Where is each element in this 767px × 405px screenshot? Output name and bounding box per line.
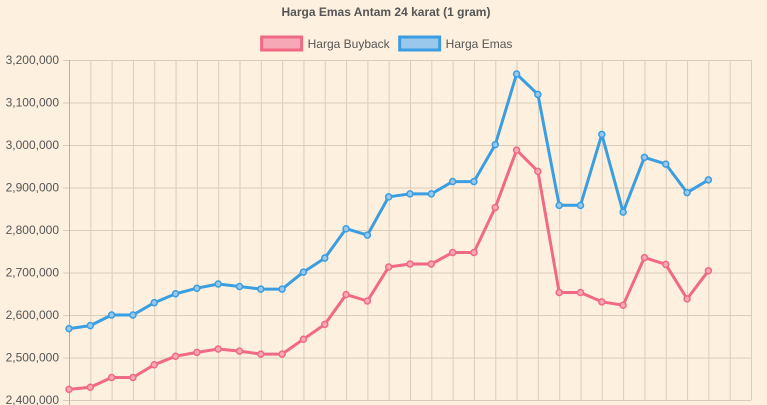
data-point[interactable] bbox=[342, 290, 350, 299]
data-point[interactable] bbox=[427, 260, 436, 268]
data-point[interactable] bbox=[129, 311, 137, 319]
data-point[interactable] bbox=[576, 201, 585, 210]
data-point[interactable] bbox=[107, 311, 116, 319]
data-point[interactable] bbox=[555, 201, 563, 210]
data-point[interactable] bbox=[257, 350, 265, 358]
legend-label: Harga Emas bbox=[446, 37, 513, 51]
data-point[interactable] bbox=[662, 260, 670, 269]
data-point[interactable] bbox=[321, 320, 329, 329]
data-point[interactable] bbox=[683, 295, 691, 303]
data-point[interactable] bbox=[555, 288, 563, 297]
data-point[interactable] bbox=[448, 177, 457, 186]
data-point[interactable] bbox=[235, 282, 244, 291]
y-tick-label: 2,500,000 bbox=[6, 351, 60, 365]
data-point[interactable] bbox=[619, 301, 627, 309]
data-point[interactable] bbox=[704, 176, 713, 184]
data-point[interactable] bbox=[534, 90, 542, 99]
y-tick-label: 2,900,000 bbox=[6, 181, 60, 195]
data-point[interactable] bbox=[470, 177, 478, 186]
series-harga-emas bbox=[65, 70, 713, 333]
data-point[interactable] bbox=[342, 224, 350, 233]
chart-title: Harga Emas Antam 24 karat (1 gram) bbox=[282, 5, 491, 19]
y-axis: 2,400,000 2,500,000 2,600,000 2,700,000 2,80… bbox=[6, 53, 60, 405]
data-point[interactable] bbox=[363, 231, 372, 239]
data-point[interactable] bbox=[86, 383, 95, 391]
data-point[interactable] bbox=[65, 324, 73, 333]
data-point[interactable] bbox=[278, 285, 286, 293]
data-point[interactable] bbox=[406, 260, 414, 268]
data-point[interactable] bbox=[321, 254, 329, 262]
data-point[interactable] bbox=[598, 298, 606, 306]
data-point[interactable] bbox=[662, 160, 670, 168]
data-point[interactable] bbox=[214, 280, 222, 288]
data-point[interactable] bbox=[193, 348, 201, 357]
data-point[interactable] bbox=[299, 335, 308, 343]
data-point[interactable] bbox=[534, 167, 542, 176]
data-point[interactable] bbox=[107, 373, 116, 382]
legend-label: Harga Buyback bbox=[308, 37, 391, 51]
data-point[interactable] bbox=[150, 360, 158, 369]
data-point[interactable] bbox=[470, 248, 478, 257]
series-harga-buyback bbox=[65, 146, 713, 394]
legend-swatch bbox=[398, 35, 442, 52]
grid bbox=[63, 60, 752, 405]
data-point[interactable] bbox=[129, 373, 137, 382]
data-point[interactable] bbox=[683, 188, 691, 197]
data-point[interactable] bbox=[704, 267, 713, 275]
data-point[interactable] bbox=[171, 290, 180, 298]
data-point[interactable] bbox=[65, 385, 73, 394]
data-point[interactable] bbox=[512, 146, 521, 154]
legend-item[interactable]: Harga Emas bbox=[398, 35, 513, 52]
data-point[interactable] bbox=[619, 208, 627, 216]
data-point[interactable] bbox=[640, 153, 649, 162]
data-point[interactable] bbox=[598, 130, 606, 139]
data-point[interactable] bbox=[427, 190, 436, 198]
legend: Harga Buyback Harga Emas bbox=[260, 35, 513, 52]
data-point[interactable] bbox=[363, 297, 372, 305]
data-point[interactable] bbox=[171, 352, 180, 360]
data-point[interactable] bbox=[384, 193, 393, 201]
data-point[interactable] bbox=[512, 70, 521, 78]
data-point[interactable] bbox=[491, 140, 499, 149]
series-layer bbox=[65, 70, 713, 394]
data-point[interactable] bbox=[214, 345, 222, 353]
y-tick-label: 3,200,000 bbox=[6, 53, 60, 67]
y-tick-label: 2,800,000 bbox=[6, 223, 60, 237]
data-point[interactable] bbox=[448, 248, 457, 257]
y-tick-label: 3,000,000 bbox=[6, 138, 60, 152]
data-point[interactable] bbox=[640, 253, 649, 262]
data-point[interactable] bbox=[576, 288, 585, 297]
data-point[interactable] bbox=[406, 190, 414, 198]
y-tick-label: 3,100,000 bbox=[6, 96, 60, 110]
data-point[interactable] bbox=[235, 347, 244, 355]
data-point[interactable] bbox=[86, 321, 95, 330]
data-point[interactable] bbox=[299, 268, 308, 276]
data-point[interactable] bbox=[257, 285, 265, 293]
data-point[interactable] bbox=[278, 350, 286, 358]
y-tick-label: 2,400,000 bbox=[6, 393, 60, 405]
y-tick-label: 2,700,000 bbox=[6, 266, 60, 280]
data-point[interactable] bbox=[491, 203, 499, 212]
legend-item[interactable]: Harga Buyback bbox=[260, 35, 391, 52]
data-point[interactable] bbox=[150, 298, 158, 307]
y-tick-label: 2,600,000 bbox=[6, 308, 60, 322]
data-point[interactable] bbox=[193, 284, 201, 292]
legend-swatch bbox=[260, 35, 304, 52]
data-point[interactable] bbox=[384, 263, 393, 271]
